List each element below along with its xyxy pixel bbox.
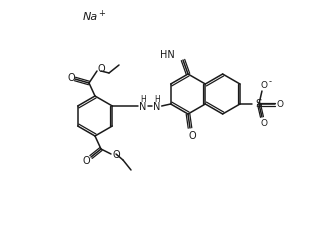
Text: S: S (256, 99, 262, 109)
Text: O: O (67, 73, 75, 83)
Text: H: H (140, 94, 146, 103)
Text: H: H (154, 94, 160, 103)
Text: HN: HN (160, 50, 175, 60)
Text: O: O (97, 64, 105, 74)
Text: +: + (98, 9, 105, 17)
Text: O: O (260, 81, 268, 90)
Text: O: O (82, 155, 90, 165)
Text: O: O (276, 100, 284, 109)
Text: O: O (188, 131, 196, 140)
Text: N: N (139, 102, 146, 112)
Text: Na: Na (82, 12, 98, 22)
Text: O: O (260, 119, 268, 128)
Text: N: N (153, 102, 160, 112)
Text: O: O (112, 149, 120, 159)
Text: -: - (268, 77, 271, 86)
